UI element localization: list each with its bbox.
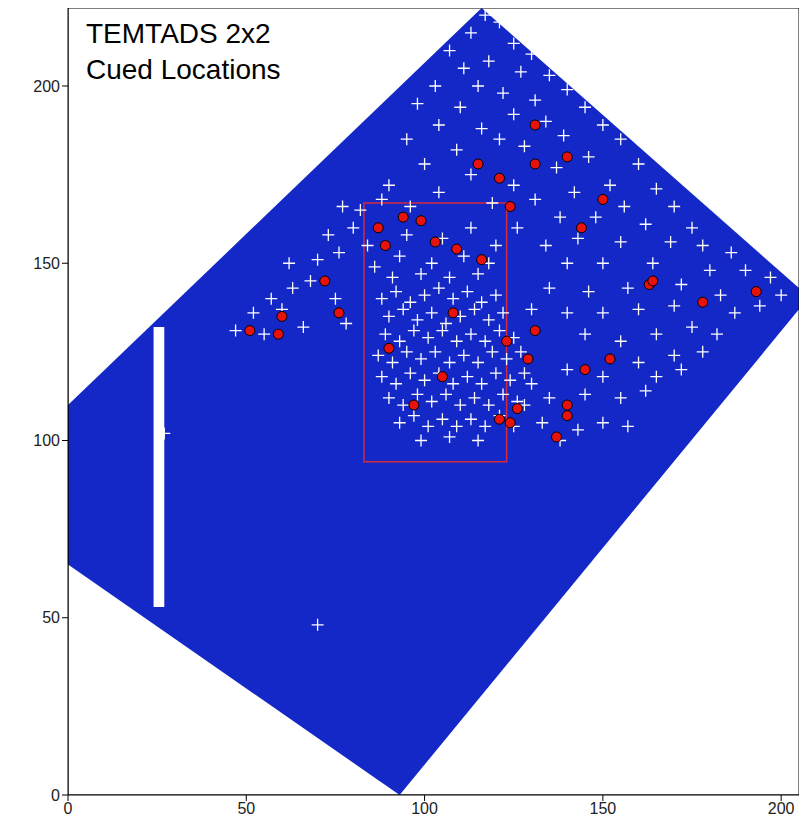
svg-text:200: 200	[33, 78, 60, 95]
svg-text:100: 100	[411, 800, 438, 817]
svg-text:0: 0	[64, 800, 73, 817]
svg-text:200: 200	[768, 800, 795, 817]
svg-text:100: 100	[33, 432, 60, 449]
svg-text:0: 0	[51, 787, 60, 804]
svg-text:150: 150	[33, 255, 60, 272]
html-text:TEMTADS 2x2: TEMTADS 2x2	[86, 18, 271, 49]
svg-text:50: 50	[42, 609, 60, 626]
svg-text:150: 150	[590, 800, 617, 817]
svg-text:50: 50	[237, 800, 255, 817]
html-text:Cued Locations: Cued Locations	[86, 54, 281, 85]
